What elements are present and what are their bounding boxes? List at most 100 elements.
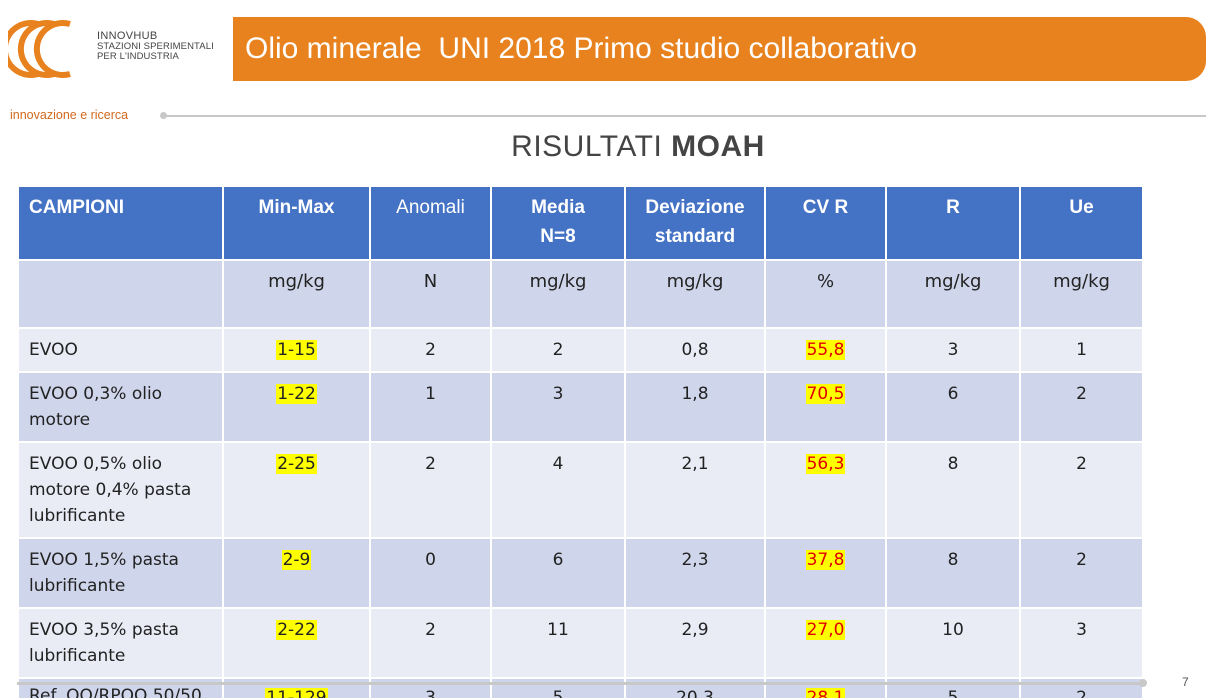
section-heading: RISULTATI MOAH	[0, 130, 1206, 164]
footer-rule	[17, 682, 1143, 685]
header-media-l2: N=8	[540, 226, 576, 247]
logo-brand-line3: PER L'INDUSTRIA	[97, 51, 179, 62]
minmax-value: 1-15	[276, 340, 317, 360]
unit-ue: mg/kg	[1019, 259, 1144, 329]
r-value: 8	[885, 441, 1021, 539]
title-banner: Olio minerale UNI 2018 Primo studio coll…	[233, 17, 1206, 81]
header-deviazione: Deviazione standard	[624, 185, 766, 261]
header-rule-dot	[160, 112, 167, 119]
header-ue: Ue	[1019, 185, 1144, 261]
table-header-row: CAMPIONI Min-Max Anomali Media N=8 Deviaz…	[17, 185, 1144, 261]
header-campioni: CAMPIONI	[17, 185, 224, 261]
r-value: 10	[885, 607, 1021, 679]
section-heading-light: RISULTATI	[511, 130, 672, 163]
sample-name-l2: motore	[29, 410, 91, 430]
anomali-value: 2	[369, 327, 492, 373]
sample-name-l1: EVOO	[29, 340, 78, 360]
r-value: 6	[885, 371, 1021, 443]
dev-value: 20,3	[624, 677, 766, 698]
media-value: 5	[490, 677, 626, 698]
table-row: EVOO 1,5% pasta lubrificante 2-9 0 6 2,3 …	[17, 537, 1144, 609]
cvr-cell: 56,3	[764, 441, 887, 539]
ue-value: 2	[1019, 537, 1144, 609]
slide-title: Olio minerale UNI 2018 Primo studio coll…	[245, 32, 917, 65]
header-dev-l1: Deviazione	[645, 197, 745, 218]
sample-name: EVOO 0,3% olio motore	[17, 371, 224, 443]
r-value: 3	[885, 327, 1021, 373]
ue-value: 2	[1019, 371, 1144, 443]
sample-name-l1: EVOO 1,5% pasta	[29, 550, 179, 570]
footer-rule-dot	[1139, 679, 1147, 687]
cvr-value: 28,1	[805, 688, 846, 698]
minmax-cell: 2-25	[222, 441, 371, 539]
sample-name-l2: lubrificante	[29, 576, 126, 596]
cvr-cell: 27,0	[764, 607, 887, 679]
sample-name: Ref. OO/RPOO 50/50	[17, 677, 224, 698]
table-row: EVOO 1-15 2 2 0,8 55,8 3 1	[17, 327, 1144, 373]
media-value: 3	[490, 371, 626, 443]
media-value: 6	[490, 537, 626, 609]
logo-brand-name: INNOVHUB	[97, 30, 158, 42]
ue-value: 2	[1019, 677, 1144, 698]
sample-name: EVOO 0,5% olio motore 0,4% pasta lubrifica…	[17, 441, 224, 539]
ue-value: 1	[1019, 327, 1144, 373]
unit-dev: mg/kg	[624, 259, 766, 329]
dev-value: 2,1	[624, 441, 766, 539]
anomali-value: 2	[369, 441, 492, 539]
header-r: R	[885, 185, 1021, 261]
r-value: 8	[885, 537, 1021, 609]
ue-value: 3	[1019, 607, 1144, 679]
cvr-value: 27,0	[805, 620, 846, 640]
table-units-row: mg/kg N mg/kg mg/kg % mg/kg mg/kg	[17, 259, 1144, 329]
minmax-cell: 2-9	[222, 537, 371, 609]
logo-brand-line2: STAZIONI SPERIMENTALI	[97, 41, 214, 52]
unit-r: mg/kg	[885, 259, 1021, 329]
dev-value: 0,8	[624, 327, 766, 373]
unit-minmax: mg/kg	[222, 259, 371, 329]
minmax-cell: 2-22	[222, 607, 371, 679]
logo-text: INNOVHUB STAZIONI SPERIMENTALI PER L'IND…	[97, 30, 214, 62]
anomali-value: 1	[369, 371, 492, 443]
header-media: Media N=8	[490, 185, 626, 261]
unit-anomali: N	[369, 259, 492, 329]
unit-campioni	[17, 259, 224, 329]
sample-name-l2: lubrificante	[29, 646, 126, 666]
minmax-value: 2-22	[276, 620, 317, 640]
sample-name: EVOO 1,5% pasta lubrificante	[17, 537, 224, 609]
table-row: Ref. OO/RPOO 50/50 11-129 3 5 20,3 28,1 …	[17, 677, 1144, 698]
media-value: 4	[490, 441, 626, 539]
media-value: 2	[490, 327, 626, 373]
tagline: innovazione e ricerca	[10, 108, 129, 122]
dev-value: 2,9	[624, 607, 766, 679]
dev-value: 1,8	[624, 371, 766, 443]
sample-name-l1: EVOO 0,5% olio	[29, 454, 163, 474]
table-row: EVOO 0,5% olio motore 0,4% pasta lubrifica…	[17, 441, 1144, 539]
dev-value: 2,3	[624, 537, 766, 609]
unit-cvr: %	[764, 259, 887, 329]
media-value: 11	[490, 607, 626, 679]
sample-name: EVOO 3,5% pasta lubrificante	[17, 607, 224, 679]
innovhub-logo	[8, 20, 71, 78]
section-heading-bold: MOAH	[671, 130, 765, 163]
sample-name-l1: EVOO 0,3% olio	[29, 384, 163, 404]
minmax-value: 2-25	[276, 454, 317, 474]
minmax-cell: 11-129	[222, 677, 371, 698]
minmax-value: 11-129	[265, 688, 328, 698]
cvr-value: 56,3	[805, 454, 846, 474]
header-media-l1: Media	[531, 197, 585, 218]
header-cvr: CV R	[764, 185, 887, 261]
sample-name-l3: lubrificante	[29, 506, 126, 526]
header-dev-l2: standard	[654, 226, 736, 247]
minmax-cell: 1-15	[222, 327, 371, 373]
results-table: CAMPIONI Min-Max Anomali Media N=8 Deviaz…	[17, 185, 1144, 698]
anomali-value: 3	[369, 677, 492, 698]
anomali-value: 0	[369, 537, 492, 609]
table-row: EVOO 3,5% pasta lubrificante 2-22 2 11 2,…	[17, 607, 1144, 679]
sample-name-l2: motore 0,4% pasta	[29, 480, 192, 500]
sample-name-l1: Ref. OO/RPOO 50/50	[29, 686, 202, 698]
header-rule	[166, 115, 1206, 117]
cvr-cell: 37,8	[764, 537, 887, 609]
sample-name: EVOO	[17, 327, 224, 373]
header-anomali: Anomali	[369, 185, 492, 261]
table-row: EVOO 0,3% olio motore 1-22 1 3 1,8 70,5 6…	[17, 371, 1144, 443]
